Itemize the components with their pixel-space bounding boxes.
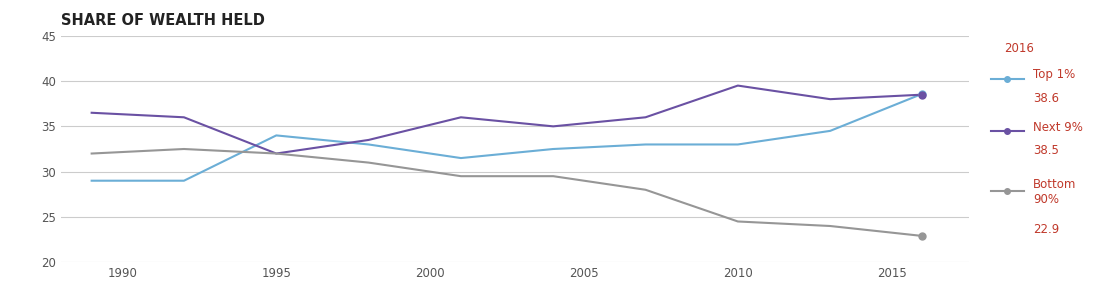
- Text: 22.9: 22.9: [1033, 223, 1059, 236]
- Text: Bottom
90%: Bottom 90%: [1033, 178, 1077, 206]
- Text: Next 9%: Next 9%: [1033, 120, 1083, 134]
- Text: SHARE OF WEALTH HELD: SHARE OF WEALTH HELD: [61, 13, 265, 28]
- Text: 38.5: 38.5: [1033, 144, 1059, 157]
- Text: 2016: 2016: [1004, 42, 1034, 55]
- Text: 38.6: 38.6: [1033, 92, 1059, 105]
- Text: Top 1%: Top 1%: [1033, 68, 1076, 81]
